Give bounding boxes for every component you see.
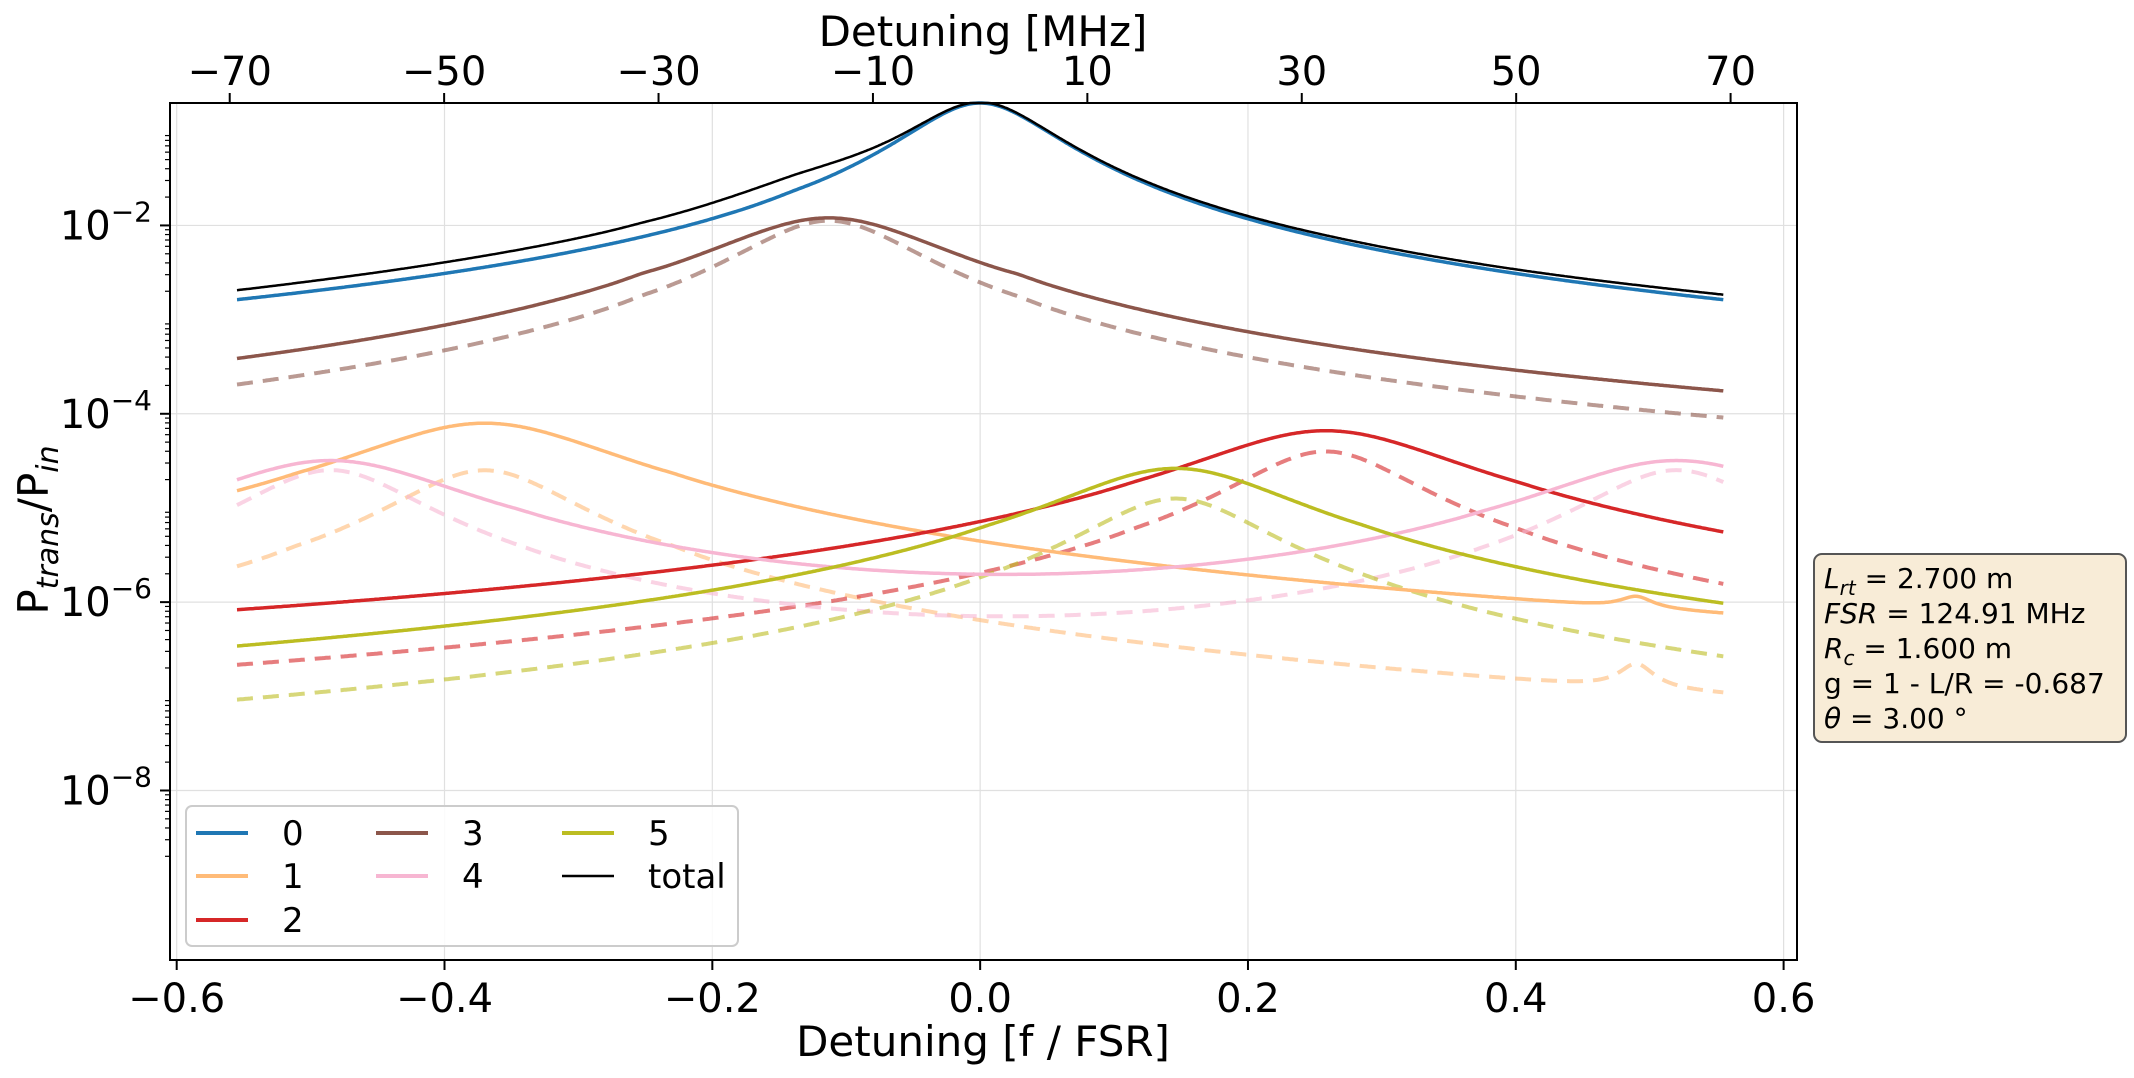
x-tick-label: −0.2 [664, 976, 761, 1022]
top-tick-label: −70 [188, 49, 272, 95]
legend-label-5: 5 [648, 814, 670, 854]
legend: 0 3 5 1 4 total 2 [185, 805, 739, 947]
x-tick-label: 0.0 [948, 976, 1012, 1022]
legend-label-1: 1 [282, 857, 304, 897]
x-tick-label: −0.4 [396, 976, 493, 1022]
top-tick-label: −10 [831, 49, 915, 95]
series-2-line [236, 428, 1724, 612]
info-line: Rc = 1.600 m [1824, 632, 2012, 670]
y-tick-label: 10−8 [60, 760, 152, 814]
info-box-background [1813, 553, 2127, 743]
top-tick-label: −30 [616, 49, 700, 95]
top-x-ticks: −70 −50 −30 −10 10 30 50 70 [188, 49, 1756, 103]
y-axis-label-sub-in: in [31, 445, 66, 472]
series-3-line [236, 216, 1724, 393]
x-axis-label: Detuning [f / FSR] [796, 1017, 1170, 1066]
y-tick-label: 10−4 [60, 384, 152, 438]
series-layer [236, 101, 1725, 702]
y-tick-label: 10−6 [60, 572, 152, 626]
x-tick-label: 0.4 [1484, 976, 1548, 1022]
top-x-axis-label: Detuning [MHz] [819, 7, 1148, 56]
y-axis-label-sub-trans: trans [31, 512, 66, 589]
legend-label-total: total [648, 857, 726, 897]
bottom-x-ticks: −0.6 −0.4 −0.2 0.0 0.2 0.4 0.6 [128, 960, 1815, 1022]
info-line: θ = 3.00 ° [1824, 702, 1968, 735]
series-5-line [236, 466, 1724, 648]
y-axis-label-sep: /P [9, 473, 58, 512]
legend-label-4: 4 [462, 857, 484, 897]
series-4-dashed-line [236, 468, 1725, 619]
x-tick-label: 0.2 [1216, 976, 1280, 1022]
series-4-line [236, 458, 1724, 577]
x-tick-label: 0.6 [1752, 976, 1816, 1022]
y-axis-label-main: P [9, 589, 58, 614]
top-tick-label: 70 [1705, 49, 1756, 95]
y-axis-label: Ptrans/Pin [9, 445, 66, 614]
y-tick-label: 10−2 [60, 195, 152, 249]
series-5-dashed-line [236, 496, 1724, 702]
top-tick-label: 30 [1276, 49, 1327, 95]
legend-label-0: 0 [282, 814, 304, 854]
info-line: Lrt = 2.700 m [1824, 562, 2013, 600]
series-3-dashed-line [236, 218, 1724, 420]
legend-label-2: 2 [282, 901, 304, 941]
y-ticks: 10−2 10−4 10−6 10−8 [60, 134, 170, 857]
grid-lines [170, 103, 1797, 960]
legend-label-3: 3 [462, 814, 484, 854]
x-tick-label: −0.6 [128, 976, 225, 1022]
info-line: FSR = 124.91 MHz [1824, 597, 2085, 630]
series-1-dashed-line [236, 468, 1724, 695]
top-tick-label: 10 [1062, 49, 1113, 95]
top-tick-label: −50 [402, 49, 486, 95]
info-line: g = 1 - L/R = -0.687 [1824, 667, 2105, 700]
top-tick-label: 50 [1491, 49, 1542, 95]
legend-box [185, 805, 739, 947]
series-1-line [236, 421, 1724, 615]
plot-area-frame [169, 102, 1798, 961]
